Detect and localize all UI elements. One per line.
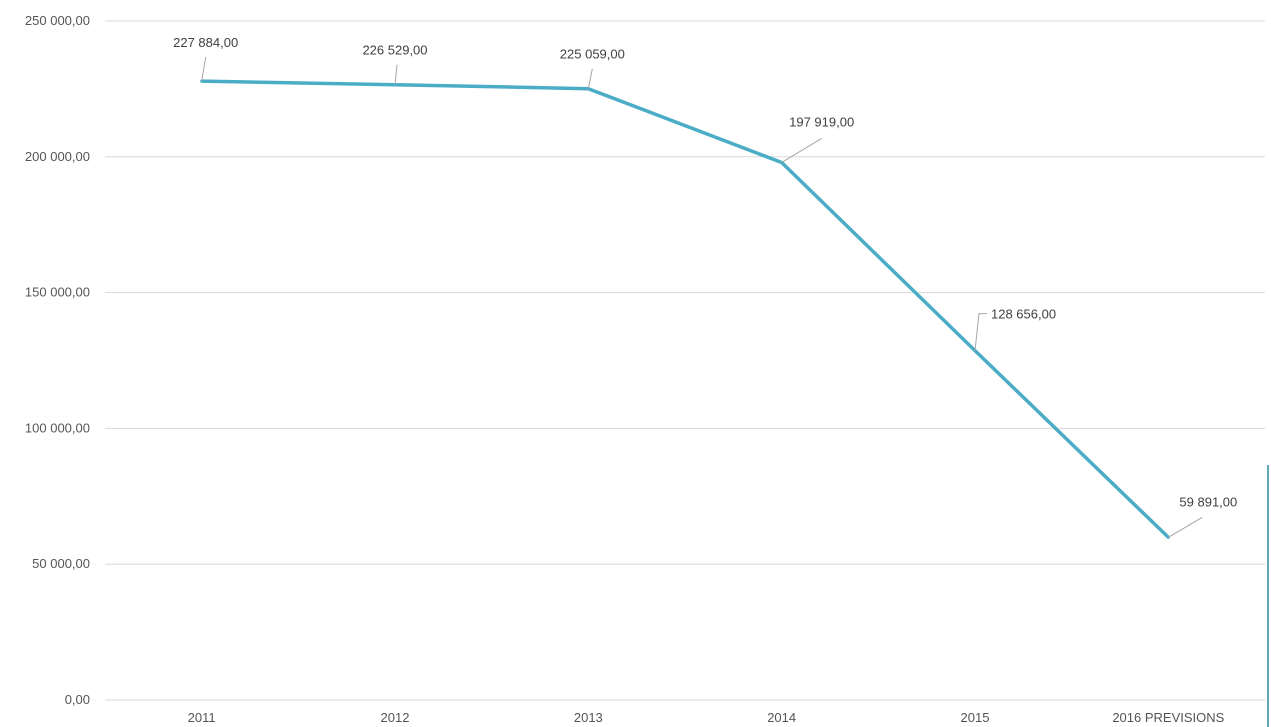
- data-label-leader: [587, 68, 593, 89]
- series-line: [201, 79, 1170, 539]
- y-tick-label: 0,00: [65, 692, 90, 707]
- y-tick-label: 50 000,00: [32, 556, 90, 571]
- x-tick-label: 2014: [767, 710, 796, 725]
- data-label-leader: [394, 64, 398, 85]
- data-label: 59 891,00: [1179, 494, 1237, 509]
- data-labels: 227 884,00 226 529,00 225 059,00 197 919,00…: [173, 35, 1237, 538]
- y-tick-label: 250 000,00: [25, 13, 90, 28]
- x-tick-label: 2016 PREVISIONS: [1112, 710, 1224, 725]
- x-tick-label: 2011: [188, 710, 216, 725]
- data-label: 128 656,00: [991, 307, 1056, 322]
- data-label: 227 884,00: [173, 35, 238, 50]
- x-axis-tick-labels: 2011 2012 2013 2014 2015 2016 PREVISIONS: [188, 710, 1225, 725]
- data-label: 197 919,00: [789, 114, 854, 129]
- y-axis-tick-labels: 0,00 50 000,00 100 000,00 150 000,00 200 000…: [25, 13, 90, 707]
- x-tick-label: 2013: [574, 710, 603, 725]
- x-tick-label: 2015: [961, 710, 990, 725]
- data-label-leader: [974, 313, 987, 351]
- y-tick-label: 150 000,00: [25, 285, 90, 300]
- data-label: 226 529,00: [362, 43, 427, 58]
- x-tick-label: 2012: [381, 710, 410, 725]
- data-label-leader: [1168, 516, 1203, 538]
- gridlines: [105, 20, 1265, 701]
- y-tick-label: 200 000,00: [25, 149, 90, 164]
- y-tick-label: 100 000,00: [25, 420, 90, 435]
- data-label: 225 059,00: [560, 47, 625, 62]
- data-label-leader: [781, 138, 822, 163]
- data-label-leader: [201, 56, 207, 82]
